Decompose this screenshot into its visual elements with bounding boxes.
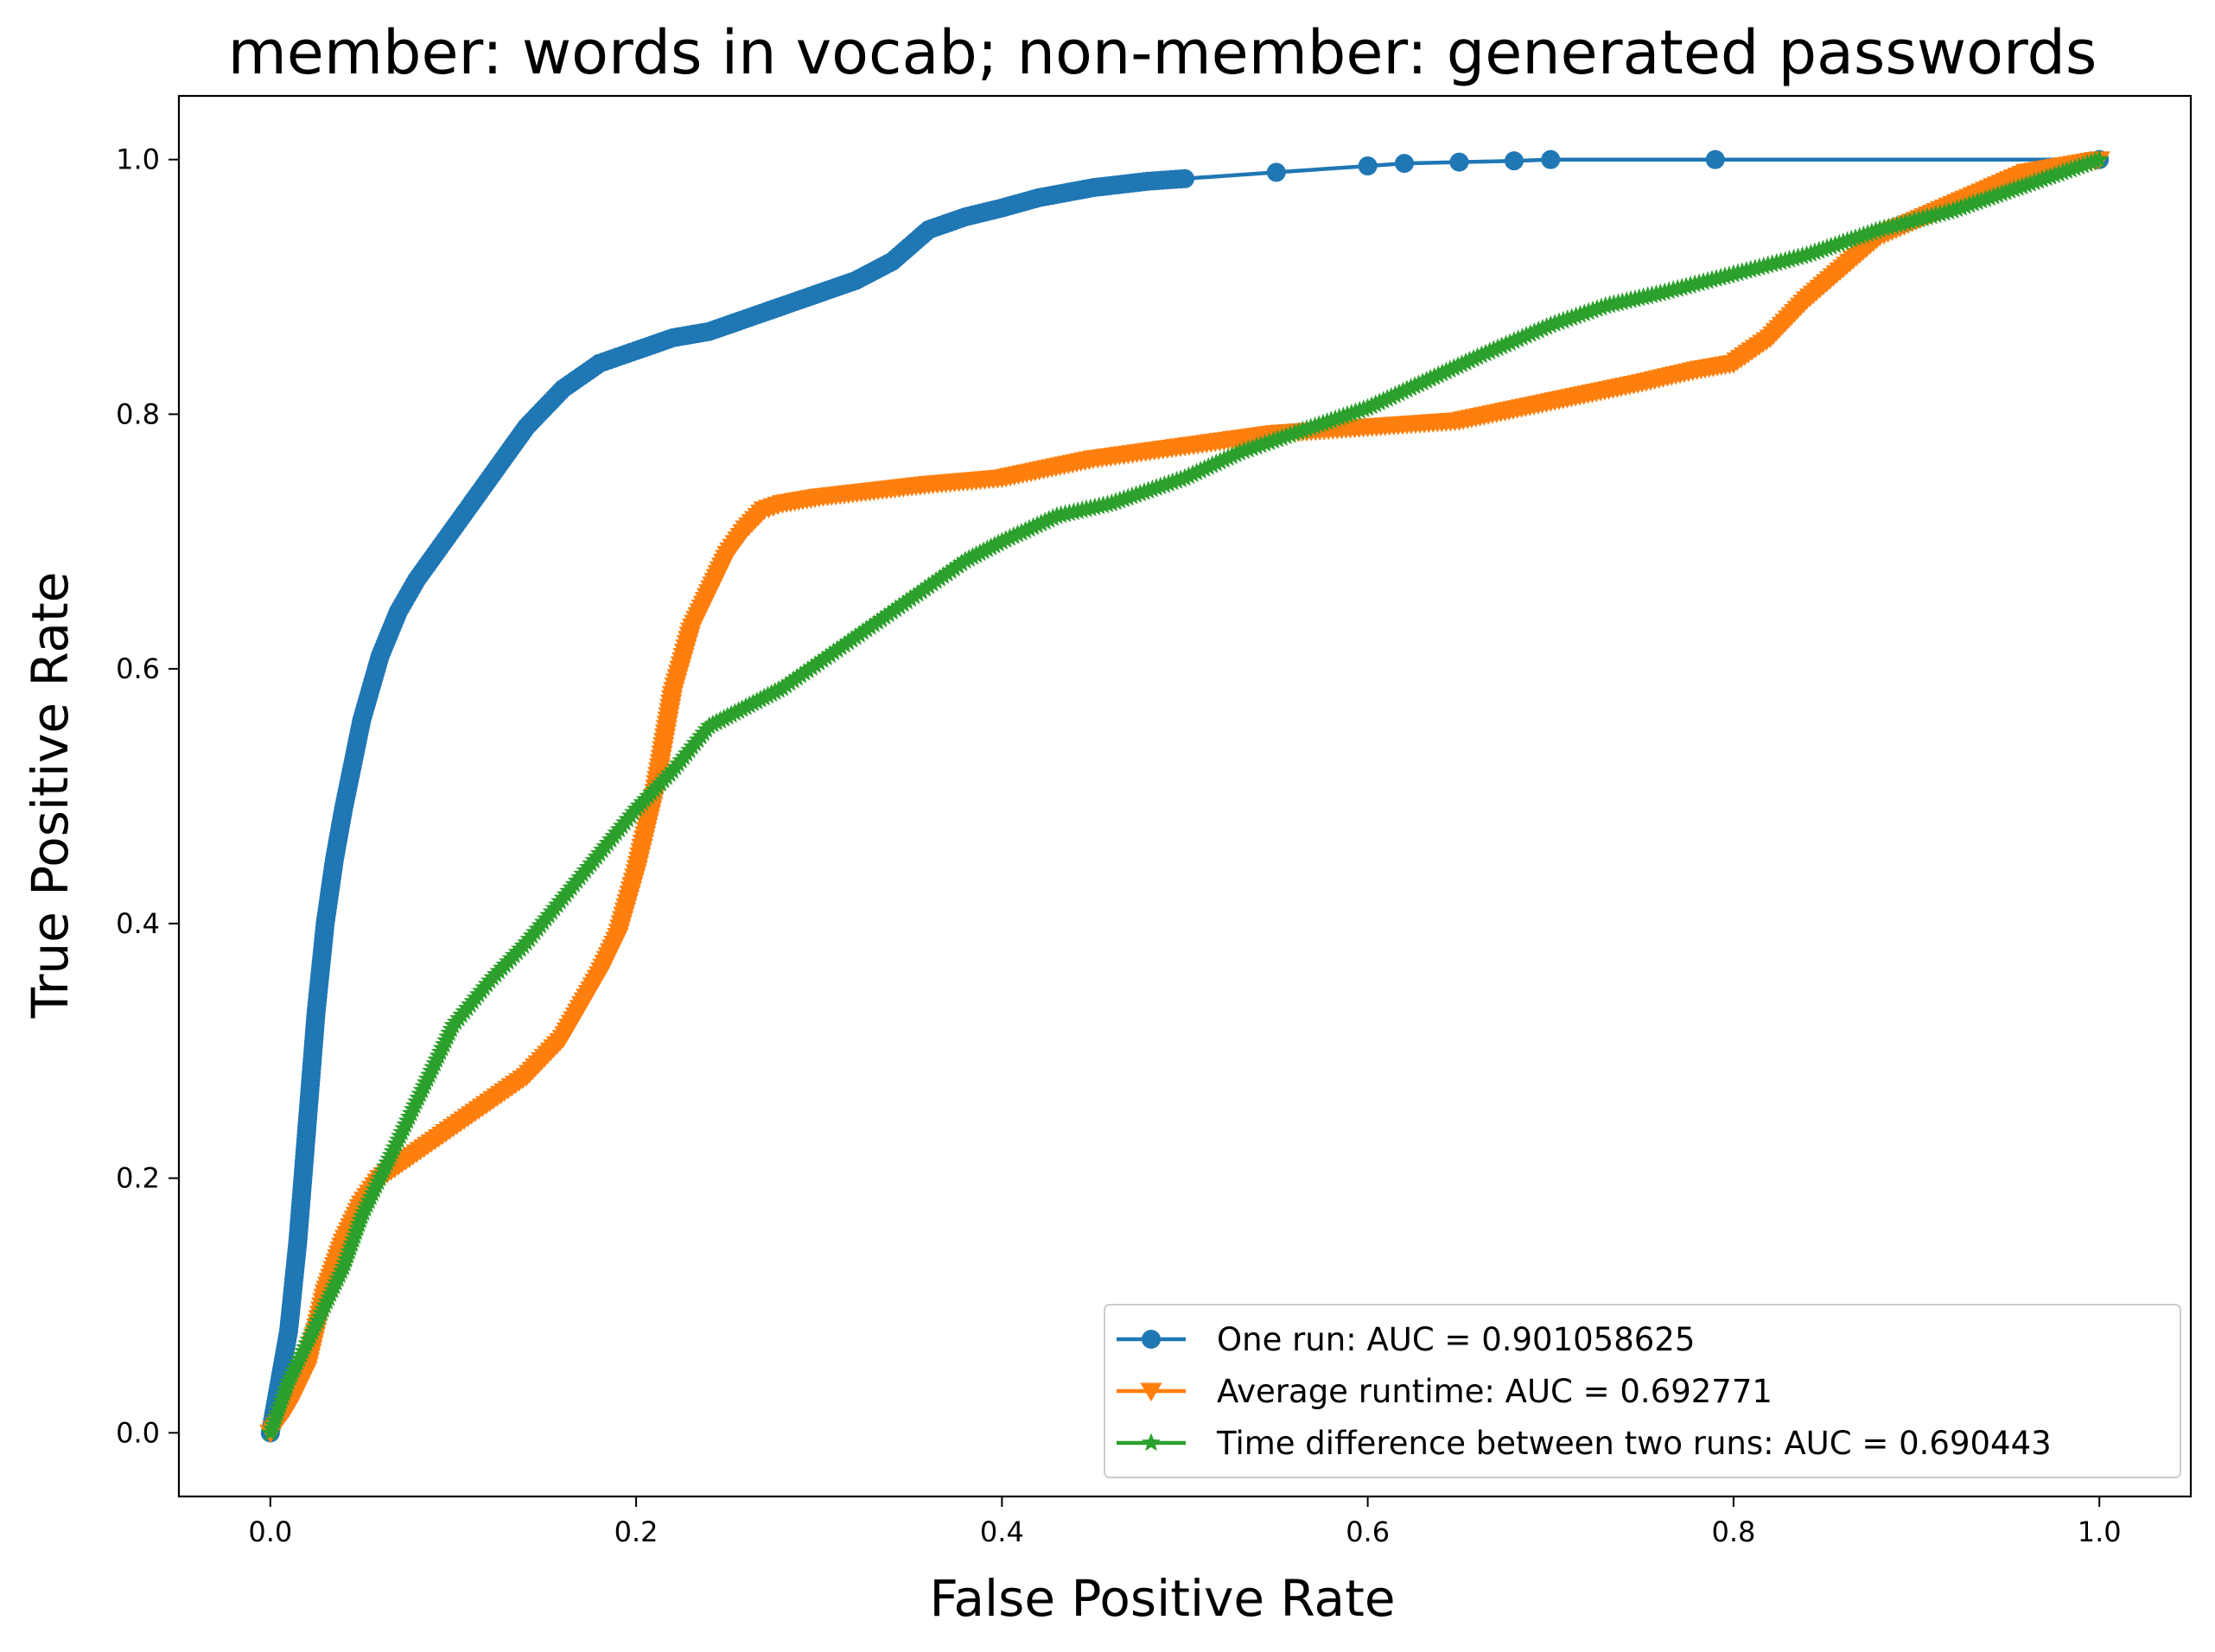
x-tick-label: 0.8	[1711, 1515, 1755, 1548]
chart-title: member: words in vocab; non-member: gene…	[228, 17, 2097, 88]
series-3	[260, 149, 2110, 1441]
y-tick-label: 0.6	[116, 652, 160, 685]
series-1	[260, 149, 2110, 1443]
data-point	[1705, 149, 1725, 169]
y-tick-label: 0.8	[116, 397, 160, 430]
x-tick-label: 0.0	[248, 1515, 292, 1548]
y-axis-label: True Positive Rate	[21, 572, 80, 1020]
legend-marker	[1140, 1382, 1162, 1402]
legend-label: Average runtime: AUC = 0.692771	[1217, 1373, 1773, 1410]
data-point	[1504, 151, 1524, 171]
axes-frame	[177, 94, 2193, 1498]
data-point	[1541, 149, 1561, 169]
y-tick-label: 1.0	[116, 143, 160, 176]
data-point	[1449, 152, 1469, 172]
legend-box	[1104, 1304, 2181, 1478]
legend-marker	[1142, 1330, 1161, 1349]
legend-marker	[1142, 1433, 1161, 1452]
plot-area: 0.0 0.2 0.4 0.6 0.8 1.0 0.0 0.2 0.4 0.6 0.8 1.0	[116, 94, 2193, 1548]
x-tick-label: 1.0	[2078, 1515, 2122, 1548]
x-tick-label: 0.4	[980, 1515, 1024, 1548]
y-tick-label: 0.0	[116, 1416, 160, 1449]
data-point	[1358, 156, 1378, 176]
y-tick-label: 0.2	[116, 1162, 160, 1195]
data-point	[1175, 168, 1194, 188]
legend: One run: AUC = 0.901058625 Average runtim…	[1104, 1304, 2181, 1478]
legend-label: Time difference between two runs: AUC = …	[1216, 1425, 2052, 1462]
legend-label: One run: AUC = 0.901058625	[1217, 1321, 1695, 1358]
x-tick-label: 0.2	[614, 1515, 659, 1548]
y-tick-label: 0.4	[116, 907, 160, 940]
x-axis-label: False Positive Rate	[929, 1569, 1395, 1628]
x-tick-label: 0.6	[1346, 1515, 1390, 1548]
data-point	[1394, 154, 1414, 174]
data-point	[1266, 162, 1286, 182]
data-point	[2090, 149, 2110, 168]
